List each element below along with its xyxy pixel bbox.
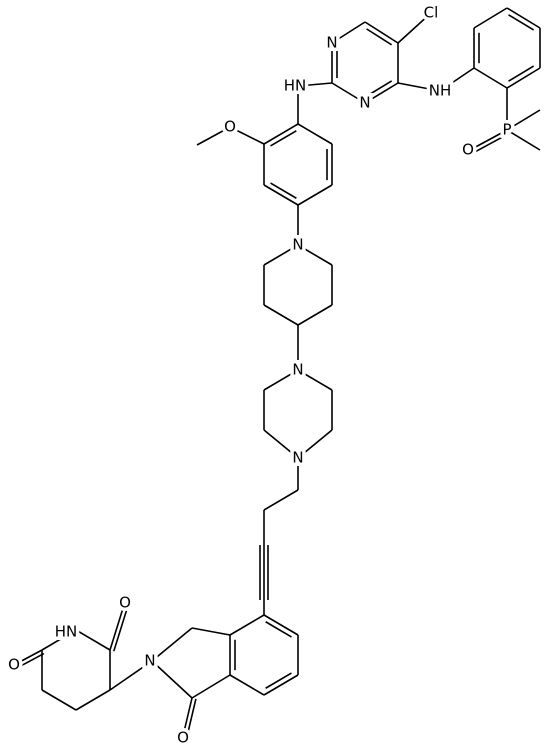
bond — [331, 82, 366, 104]
bond — [297, 82, 333, 87]
bond — [473, 67, 508, 89]
bond — [471, 132, 510, 155]
bond — [263, 304, 299, 326]
bond — [297, 184, 333, 206]
bond — [506, 7, 541, 29]
bond — [151, 660, 193, 699]
bond — [191, 627, 231, 636]
bond — [186, 698, 197, 738]
bond — [263, 429, 299, 459]
bond — [109, 660, 153, 691]
bond — [263, 614, 299, 636]
atom-label: N — [292, 361, 303, 379]
bond — [473, 7, 508, 29]
atom-label: N — [326, 34, 337, 52]
bond — [297, 304, 333, 326]
atom-label: N — [144, 652, 155, 670]
bond — [508, 14, 535, 31]
bond — [75, 689, 111, 711]
bond — [263, 489, 299, 511]
bond — [364, 82, 399, 104]
bond — [506, 129, 541, 151]
bond — [366, 80, 393, 97]
bond — [151, 627, 193, 662]
bond — [506, 67, 541, 89]
bond — [263, 674, 299, 696]
atom-label: O — [462, 141, 474, 159]
bond — [397, 12, 432, 44]
atom-label: HN — [55, 623, 78, 641]
bond — [196, 126, 231, 146]
bond — [297, 244, 333, 266]
bond — [182, 697, 193, 737]
atom-label: N — [359, 94, 370, 112]
bond — [366, 28, 393, 46]
bond — [469, 129, 508, 151]
bond — [41, 689, 77, 711]
bond — [13, 649, 43, 666]
atom-label: NH — [429, 82, 452, 100]
bond — [297, 123, 333, 145]
bond — [270, 130, 297, 147]
bond — [109, 604, 125, 651]
bond — [297, 369, 333, 391]
bond — [229, 674, 265, 696]
bond — [75, 629, 111, 651]
bond — [263, 369, 299, 391]
bond — [263, 244, 299, 266]
bond — [270, 182, 297, 199]
atom-label: O — [224, 118, 236, 136]
bond — [397, 82, 441, 92]
bond — [297, 429, 333, 459]
bond — [15, 652, 45, 670]
bond — [191, 674, 231, 699]
atom-label: P — [502, 121, 511, 139]
bond — [229, 614, 265, 636]
bond — [439, 67, 475, 92]
bond — [113, 605, 129, 652]
atom-label: O — [119, 594, 131, 612]
atom-label: O — [177, 729, 189, 747]
bond — [265, 672, 292, 689]
bond — [508, 65, 535, 82]
bond — [263, 123, 299, 145]
atom-label: Cl — [424, 4, 439, 22]
bond — [41, 629, 77, 651]
atom-label: N — [292, 449, 303, 467]
bond — [331, 21, 366, 44]
bond — [229, 126, 265, 145]
atom-label: N — [292, 236, 303, 254]
atom-label: O — [8, 656, 20, 674]
bond — [506, 109, 541, 131]
bond — [265, 621, 292, 638]
bond — [263, 184, 299, 206]
bond — [364, 21, 399, 44]
atom-label: HN — [284, 77, 307, 95]
